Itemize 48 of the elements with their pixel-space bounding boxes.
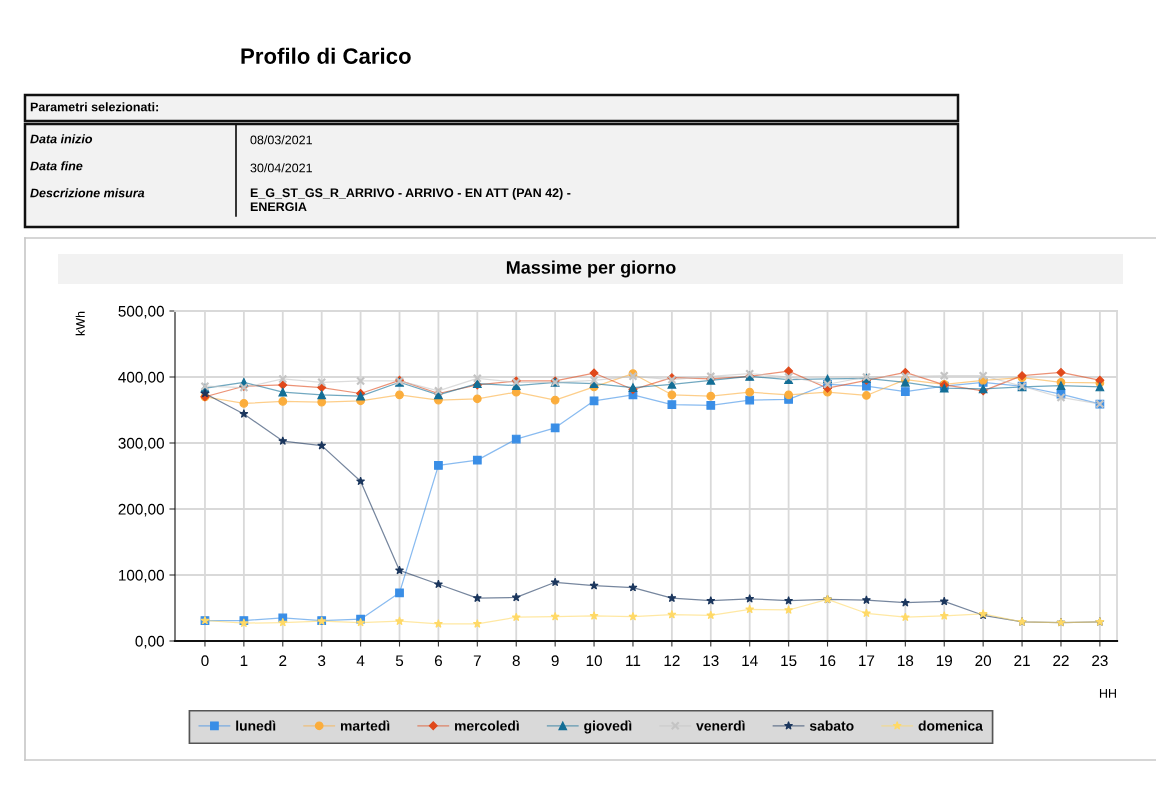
y-tick-label: 0,00 [135,635,164,649]
legend-label: sabato [809,720,854,731]
x-tick-label: 21 [1014,655,1030,666]
text: Data inizio [30,134,93,144]
x-tick-label: 6 [434,655,442,667]
y-tick-label: 500,00 [118,305,164,319]
legend-label: martedì [340,720,390,731]
x-axis-title: HH [1099,689,1116,698]
x-tick-label: 19 [936,655,953,667]
x-tick-label: 22 [1053,655,1069,666]
x-tick-label: 16 [820,655,836,667]
chart-title: Massime per giorno [506,260,676,278]
text: 08/03/2021 [250,135,312,145]
x-tick-label: 14 [742,655,758,666]
x-tick-label: 17 [859,655,875,666]
text: 30/04/2021 [250,163,312,173]
x-tick-label: 15 [781,655,797,667]
text: Profilo di Carico [241,47,411,64]
x-tick-label: 4 [356,655,365,666]
legend-label: venerdì [696,720,745,731]
y-tick-label: 100,00 [119,569,164,583]
x-tick-label: 20 [975,655,992,667]
y-tick-label: 300,00 [118,437,164,451]
text: Data fine [30,161,83,171]
x-tick-label: 23 [1092,655,1108,667]
x-tick-label: 13 [703,655,719,667]
legend-label: lunedì [236,720,276,731]
legend-label: giovedì [584,720,632,734]
x-tick-label: 0 [201,655,209,667]
x-tick-label: 2 [279,655,287,666]
x-tick-label: 12 [664,655,680,666]
x-tick-label: 5 [395,655,404,667]
x-tick-label: 11 [626,655,641,666]
y-axis-title: kWh [75,311,85,336]
x-tick-label: 8 [512,655,520,667]
y-tick-label: 400,00 [118,371,164,385]
x-tick-label: 9 [551,655,559,667]
text: E_G_ST_GS_R_ARRIVO - ARRIVO - EN ATT (PAN 42) - ENERGIA [250,188,571,212]
text: Descrizione misura [30,188,145,198]
x-tick-label: 18 [898,655,914,667]
text: Parametri selezionati: [30,102,159,112]
y-tick-label: 200,00 [118,503,164,517]
x-tick-label: 10 [586,655,602,667]
x-tick-label: 1 [240,655,248,666]
legend-label: domenica [918,720,983,731]
legend-label: mercoledì [455,720,519,731]
x-tick-label: 3 [318,655,326,667]
x-tick-label: 7 [473,655,481,666]
